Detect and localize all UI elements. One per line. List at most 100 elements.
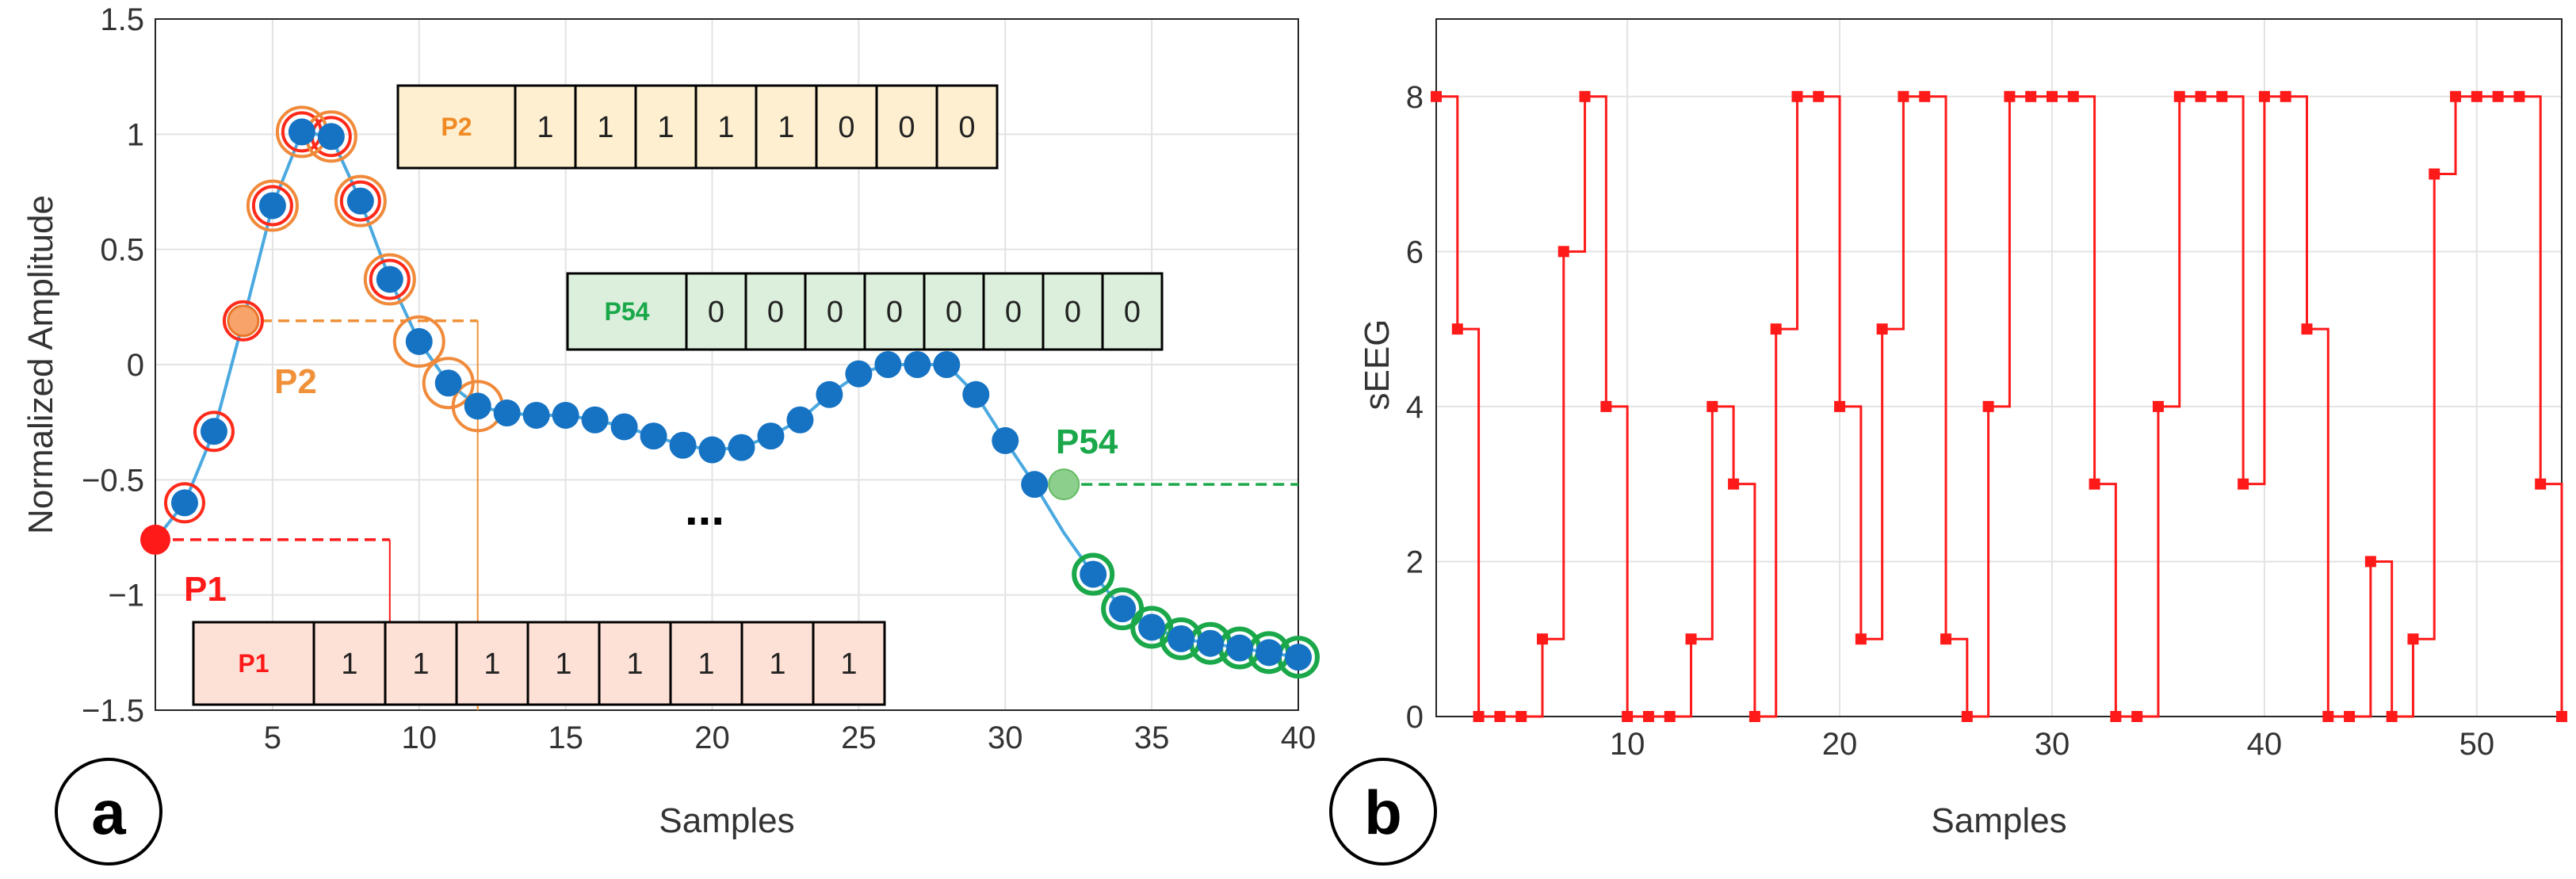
panel-a-badge-label: a xyxy=(91,778,126,847)
red-ring xyxy=(222,300,264,342)
code-bit: 1 xyxy=(840,648,857,681)
data-point xyxy=(2450,90,2462,102)
code-bit: 0 xyxy=(1064,296,1081,329)
code-box-label: P54 xyxy=(605,297,650,326)
data-point xyxy=(2492,90,2504,102)
data-point xyxy=(1536,633,1548,645)
data-point xyxy=(464,392,491,420)
green-ring xyxy=(1072,552,1115,596)
code-bit: 0 xyxy=(886,296,903,329)
y-tick-label: 0.5 xyxy=(100,233,144,268)
data-point xyxy=(962,380,990,408)
orange-ring xyxy=(246,179,299,232)
data-point xyxy=(346,187,374,215)
data-point xyxy=(933,351,961,378)
data-point xyxy=(1898,90,1909,102)
data-point xyxy=(581,406,609,434)
p54-label: P54 xyxy=(1056,422,1118,461)
x-tick-label: 40 xyxy=(2247,727,2283,762)
x-tick-label: 10 xyxy=(1610,727,1645,762)
data-point xyxy=(200,418,227,445)
data-point xyxy=(2046,90,2058,102)
data-point xyxy=(904,351,931,378)
data-point xyxy=(2067,90,2079,102)
data-point xyxy=(1961,711,1973,722)
code-box-p54: P54 0 0 0 0 0 0 0 0 xyxy=(566,272,1164,351)
data-point xyxy=(2131,711,2143,722)
code-box-frame xyxy=(396,84,999,170)
data-point xyxy=(2407,633,2419,645)
data-point xyxy=(493,399,521,427)
data-point xyxy=(2513,90,2525,102)
data-point xyxy=(2301,323,2313,335)
panel-b-axes-box xyxy=(1435,18,2563,717)
orange-ring xyxy=(392,315,445,368)
code-bit: 0 xyxy=(838,111,854,144)
ellipsis: ... xyxy=(685,482,724,535)
data-point xyxy=(1494,711,1506,722)
code-bit: 1 xyxy=(769,648,785,681)
data-point xyxy=(170,489,198,517)
data-point xyxy=(845,360,873,388)
data-point xyxy=(2322,711,2334,722)
data-point xyxy=(757,422,785,450)
data-point xyxy=(1021,471,1049,499)
data-point xyxy=(1431,90,1442,102)
y-tick-label: −1.5 xyxy=(82,694,144,728)
data-point xyxy=(2535,478,2547,490)
data-point xyxy=(1109,595,1137,623)
x-tick-label: 50 xyxy=(2459,727,2495,762)
code-box-label: P1 xyxy=(238,649,269,678)
data-point xyxy=(1940,633,1952,645)
data-point xyxy=(552,401,579,429)
data-point xyxy=(2280,90,2291,102)
y-tick-label: 8 xyxy=(1406,80,1424,115)
data-point xyxy=(1770,323,1782,335)
code-box-frame xyxy=(192,621,886,706)
panel-a-highlight-points xyxy=(140,304,1080,555)
data-point xyxy=(1622,711,1634,722)
y-tick-label: −0.5 xyxy=(82,463,144,498)
y-tick-label: −1 xyxy=(108,579,144,613)
y-tick-label: 1.5 xyxy=(100,2,144,37)
data-point xyxy=(1579,90,1591,102)
code-bit: 0 xyxy=(1124,296,1141,329)
y-tick-label: 0 xyxy=(1406,700,1424,735)
data-point xyxy=(1749,711,1760,722)
code-bit: 1 xyxy=(626,648,643,681)
data-point xyxy=(2089,478,2100,490)
data-point xyxy=(669,431,697,459)
code-bit: 1 xyxy=(698,648,714,681)
data-point xyxy=(1451,323,1463,335)
y-tick-label: 2 xyxy=(1406,545,1424,579)
data-point xyxy=(2386,711,2398,722)
x-tick-label: 30 xyxy=(2035,727,2070,762)
green-ring xyxy=(1130,606,1174,649)
data-point xyxy=(2556,711,2567,722)
x-tick-label: 15 xyxy=(548,720,583,755)
code-box-label: P2 xyxy=(441,113,472,141)
code-bit: 1 xyxy=(717,111,734,144)
data-point xyxy=(2110,711,2122,722)
y-tick-label: 0 xyxy=(127,348,144,383)
panel-b-y-tick-labels: 0 2 4 6 8 xyxy=(1406,80,1424,735)
panel-a-y-tick-labels: −1.5 −1 −0.5 0 0.5 1 1.5 xyxy=(82,2,144,728)
y-tick-label: 6 xyxy=(1406,235,1424,269)
panel-a: −1.5−1−0.500.511.5 5 10 15 20 25 30 35 40 P2 1 1 1… xyxy=(21,2,1320,866)
p1-point xyxy=(140,524,170,555)
x-tick-label: 10 xyxy=(402,720,438,755)
data-point xyxy=(728,434,755,461)
data-point xyxy=(1557,246,1569,258)
data-point xyxy=(1876,323,1888,335)
data-point xyxy=(1515,711,1527,722)
data-point xyxy=(317,123,345,151)
panel-b-badge-label: b xyxy=(1364,778,1402,847)
y-tick-label: 4 xyxy=(1406,390,1424,425)
data-point xyxy=(610,413,638,441)
data-point xyxy=(522,401,550,429)
data-point xyxy=(992,426,1019,454)
data-point xyxy=(2216,90,2228,102)
data-point xyxy=(1138,613,1166,641)
panel-a-x-axis-label: Samples xyxy=(659,801,794,840)
